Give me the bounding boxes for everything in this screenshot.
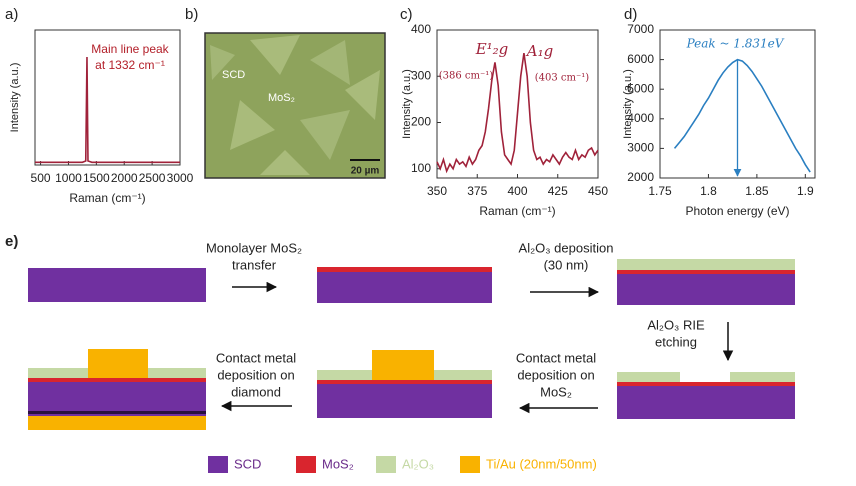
annotation: A₁g: [525, 42, 553, 60]
image-text: MoS₂: [268, 92, 295, 104]
y-tick-label: 3000: [627, 141, 654, 155]
panel-label: c): [400, 6, 413, 23]
y-tick-label: 7000: [627, 22, 654, 36]
step-caption: MoS₂: [540, 384, 572, 399]
annotation: at 1332 cm⁻¹: [95, 58, 165, 72]
micrograph: [204, 32, 386, 179]
x-tick-label: 1.9: [797, 184, 814, 198]
step-caption: Al₂O₃ deposition: [519, 240, 614, 255]
x-tick-label: 3000: [167, 171, 194, 185]
y-tick-label: 200: [411, 115, 431, 129]
annotation: Main line peak: [91, 42, 169, 56]
annotation: (403 cm⁻¹): [535, 73, 590, 84]
x-tick-label: 375: [467, 184, 487, 198]
step-caption: etching: [655, 334, 697, 349]
image-text: SCD: [222, 69, 245, 81]
step-caption: (30 nm): [544, 257, 589, 272]
x-tick-label: 350: [427, 184, 447, 198]
process-arrows: [220, 281, 734, 414]
annotation: E¹₂g: [475, 40, 509, 58]
y-tick-label: 300: [411, 68, 431, 82]
x-tick-label: 2500: [139, 171, 166, 185]
data-line: [436, 53, 599, 174]
x-tick-label: 425: [548, 184, 568, 198]
x-tick-label: 450: [588, 184, 608, 198]
y-tick-label: 6000: [627, 52, 654, 66]
legend-label: MoS₂: [322, 456, 354, 471]
panel-label: d): [624, 6, 637, 23]
annotation: Peak ~ 1.831eV: [686, 37, 785, 51]
x-tick-label: 1.75: [648, 184, 672, 198]
y-axis-label: Intensity (a.u.): [401, 69, 413, 139]
panel-label: b): [185, 6, 198, 23]
process-stacks: [28, 259, 795, 430]
plot-frame: [659, 29, 816, 179]
annotation: (386 cm⁻¹): [439, 71, 494, 82]
data-line: [673, 58, 811, 173]
x-tick-label: 400: [507, 184, 527, 198]
step-caption: transfer: [232, 257, 277, 272]
y-axis-label: Intensity (a.u.): [9, 63, 21, 133]
x-axis-label: Raman (cm⁻¹): [69, 191, 145, 205]
step-caption: Al₂O₃ RIE: [647, 317, 705, 332]
panel-label: e): [5, 233, 18, 250]
y-axis-label: Intensity (a.u.): [622, 69, 634, 139]
step-caption: deposition on: [217, 367, 294, 382]
y-tick-label: 4000: [627, 111, 654, 125]
panel-label: a): [5, 6, 18, 23]
y-tick-label: 5000: [627, 81, 654, 95]
plot-frame: [34, 29, 181, 166]
legend-label: Al₂O₃: [402, 456, 434, 471]
data-line: [35, 56, 180, 164]
legend-label: SCD: [234, 456, 261, 471]
step-caption: Contact metal: [516, 350, 596, 365]
legend-label: Ti/Au (20nm/50nm): [486, 456, 597, 471]
x-tick-label: 500: [31, 171, 51, 185]
y-tick-label: 2000: [627, 170, 654, 184]
step-caption: deposition on: [517, 367, 594, 382]
x-tick-label: 1.8: [700, 184, 717, 198]
step-caption: diamond: [231, 384, 281, 399]
y-tick-label: 100: [411, 161, 431, 175]
x-tick-label: 2000: [111, 171, 138, 185]
x-tick-label: 1000: [55, 171, 82, 185]
x-axis-label: Raman (cm⁻¹): [479, 204, 555, 218]
x-axis-label: Photon energy (eV): [685, 204, 789, 218]
x-tick-label: 1500: [83, 171, 110, 185]
legend-swatches: [208, 456, 480, 473]
scale-bar-label: 20 µm: [351, 166, 380, 177]
step-caption: Monolayer MoS₂: [206, 240, 302, 255]
x-tick-label: 1.85: [745, 184, 769, 198]
y-tick-label: 400: [411, 22, 431, 36]
step-caption: Contact metal: [216, 350, 296, 365]
